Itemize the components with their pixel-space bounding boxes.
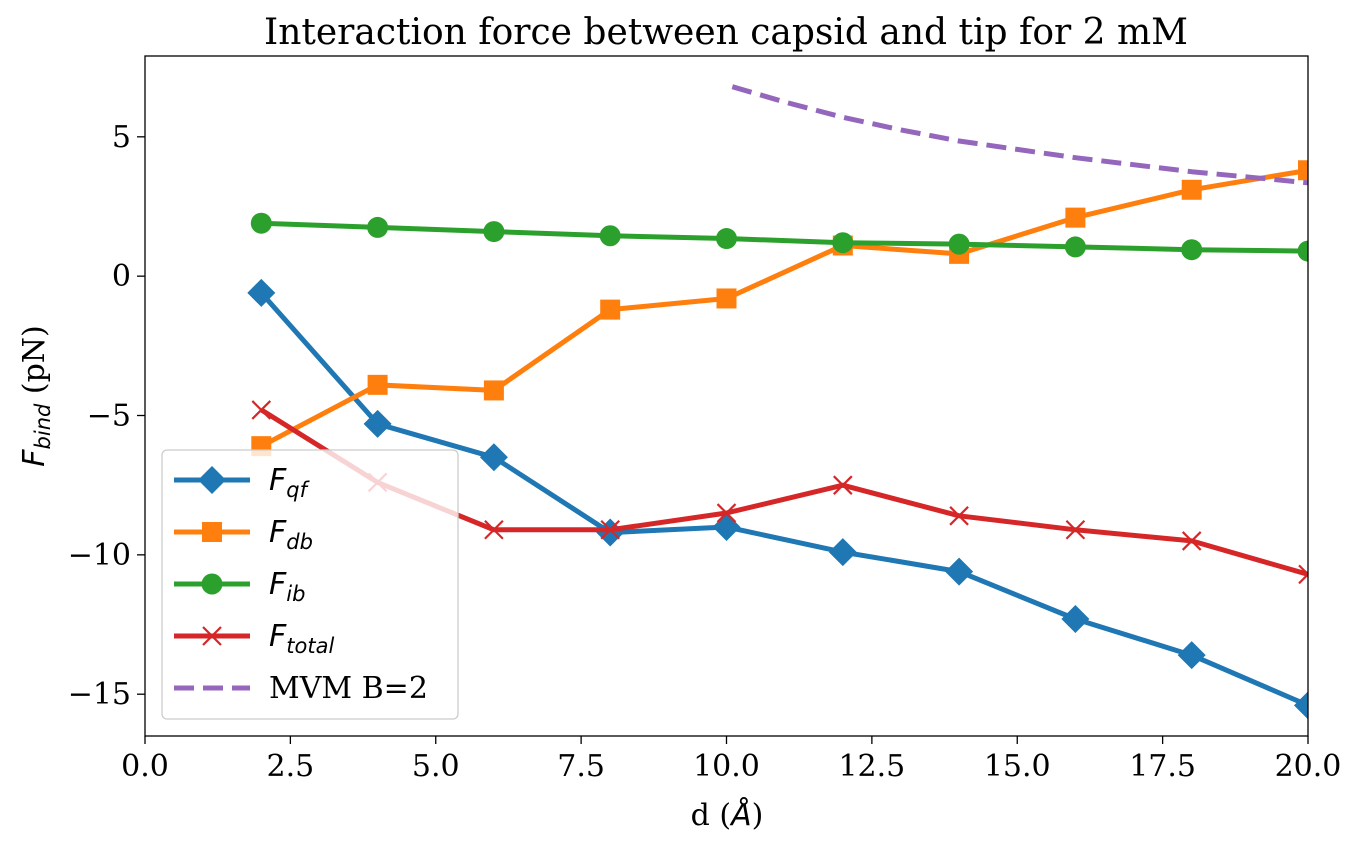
data-point xyxy=(599,225,621,247)
y-tick-label: 5 xyxy=(112,120,131,155)
series-f-qf xyxy=(247,278,1308,720)
data-point xyxy=(251,400,272,420)
series-line xyxy=(731,84,1308,186)
data-point xyxy=(712,512,741,541)
legend-marker xyxy=(201,573,223,595)
legend-marker xyxy=(198,466,226,494)
series-f-db xyxy=(251,160,1308,457)
data-point xyxy=(1294,691,1308,720)
data-point xyxy=(596,518,625,547)
data-point xyxy=(484,519,504,540)
data-point xyxy=(367,216,389,238)
data-point xyxy=(716,288,737,309)
legend-label: MVM B=2 xyxy=(269,671,428,706)
x-tick-label: 17.5 xyxy=(1129,749,1196,784)
data-point xyxy=(367,374,388,395)
x-axis-label: d (Å) xyxy=(691,797,764,833)
data-point xyxy=(948,233,970,255)
data-point xyxy=(833,475,853,495)
y-tick-label: −10 xyxy=(68,538,131,573)
data-point xyxy=(1181,239,1203,261)
data-point xyxy=(1298,564,1308,585)
x-tick-label: 0.0 xyxy=(121,749,169,784)
legend-label: Fqf xyxy=(269,463,311,502)
data-point xyxy=(1177,641,1206,670)
data-point xyxy=(828,538,857,567)
legend-marker xyxy=(202,626,222,646)
legend: Fqf Fdb Fib Ftotal MVM B=2 xyxy=(161,449,459,720)
x-tick-label: 20.0 xyxy=(1275,749,1342,784)
chart-title: Interaction force between capsid and tip… xyxy=(264,12,1188,53)
legend-label: Ftotal xyxy=(269,619,334,658)
series-line xyxy=(260,167,1308,449)
data-point xyxy=(600,519,620,540)
series-mvm-b-2 xyxy=(731,84,1308,186)
data-point xyxy=(1064,236,1086,258)
data-point xyxy=(483,380,504,401)
data-point xyxy=(945,557,974,586)
x-tick-label: 15.0 xyxy=(984,749,1051,784)
data-point xyxy=(1181,179,1202,200)
y-axis: 5 0 −5 −10 −15 xyxy=(68,120,145,712)
legend-item: MVM B=2 xyxy=(174,671,428,706)
legend-item: Ftotal xyxy=(174,619,334,658)
data-point xyxy=(832,232,854,254)
x-tick-label: 7.5 xyxy=(557,749,605,784)
plot-area xyxy=(247,84,1308,720)
legend-marker xyxy=(202,522,222,542)
data-point xyxy=(1298,160,1308,181)
data-point xyxy=(1065,519,1086,540)
legend-item: Fdb xyxy=(174,515,313,554)
y-tick-label: −15 xyxy=(68,677,131,712)
legend-item: Fqf xyxy=(174,463,311,502)
legend-box xyxy=(161,449,459,720)
y-tick-label: −5 xyxy=(87,399,131,434)
data-point xyxy=(716,228,737,250)
data-point xyxy=(250,212,272,234)
data-point xyxy=(247,278,276,307)
y-axis-label: Fbind (pN) xyxy=(17,325,55,466)
legend-label: Fib xyxy=(269,567,305,606)
x-tick-label: 2.5 xyxy=(267,749,315,784)
legend-label: Fdb xyxy=(269,515,313,554)
x-axis: 0.0 2.5 5.0 7.5 10.0 12.5 15.0 17.5 20.0 xyxy=(121,736,1341,784)
data-point xyxy=(363,409,392,438)
data-point xyxy=(479,443,508,472)
data-point xyxy=(716,503,737,523)
data-point xyxy=(1297,240,1308,262)
data-point xyxy=(1181,531,1202,551)
legend-item: Fib xyxy=(174,567,305,606)
x-tick-label: 5.0 xyxy=(412,749,460,784)
x-tick-label: 12.5 xyxy=(838,749,905,784)
series-line xyxy=(259,291,1308,708)
data-point xyxy=(600,299,621,320)
x-tick-label: 10.0 xyxy=(693,749,760,784)
series-line xyxy=(261,220,1308,254)
data-point xyxy=(1061,604,1090,633)
data-point xyxy=(949,506,969,526)
y-tick-label: 0 xyxy=(112,259,131,294)
data-point xyxy=(483,221,505,243)
data-point xyxy=(1065,207,1086,228)
series-f-ib xyxy=(250,212,1308,262)
